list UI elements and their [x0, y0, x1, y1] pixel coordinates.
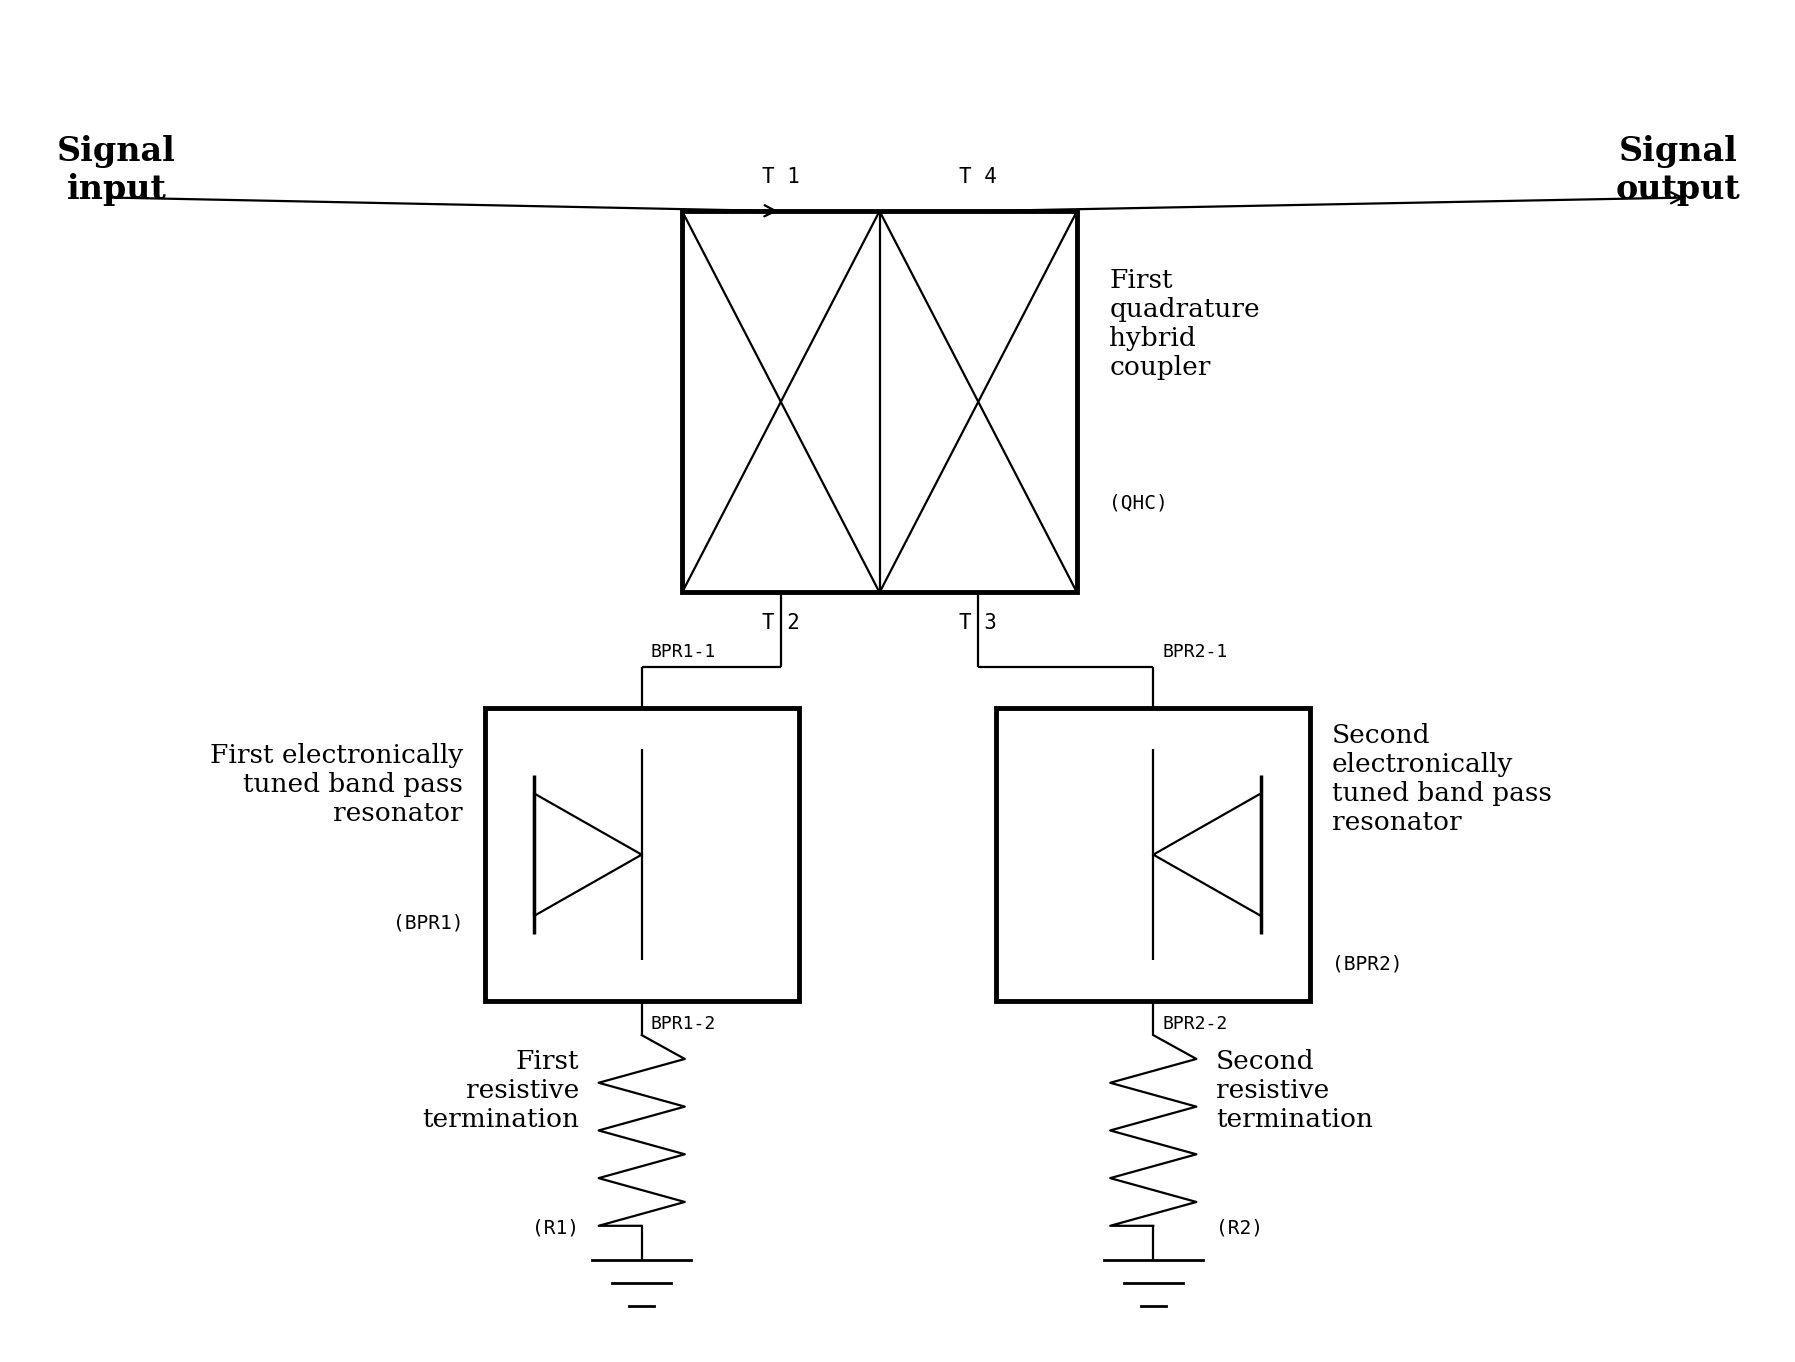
Text: First
resistive
termination: First resistive termination — [422, 1049, 580, 1132]
Text: T 3: T 3 — [959, 613, 998, 633]
Text: (BPR2): (BPR2) — [1332, 955, 1402, 974]
Text: Signal
input: Signal input — [57, 135, 176, 206]
Text: (BPR1): (BPR1) — [393, 914, 463, 933]
Text: BPR1-2: BPR1-2 — [652, 1015, 716, 1032]
Text: First electronically
tuned band pass
resonator: First electronically tuned band pass res… — [210, 744, 463, 827]
Text: Signal
output: Signal output — [1616, 135, 1741, 206]
Text: Second
resistive
termination: Second resistive termination — [1217, 1049, 1373, 1132]
Text: (QHC): (QHC) — [1109, 493, 1169, 512]
Text: (R2): (R2) — [1217, 1219, 1264, 1238]
Text: BPR2-1: BPR2-1 — [1163, 643, 1228, 661]
Bar — [682, 211, 1077, 592]
Text: T 1: T 1 — [761, 166, 801, 187]
Bar — [485, 708, 799, 1001]
Text: (R1): (R1) — [531, 1219, 580, 1238]
Bar — [996, 708, 1310, 1001]
Text: BPR1-1: BPR1-1 — [652, 643, 716, 661]
Text: Second
electronically
tuned band pass
resonator: Second electronically tuned band pass re… — [1332, 723, 1551, 835]
Text: BPR2-2: BPR2-2 — [1163, 1015, 1228, 1032]
Text: T 2: T 2 — [761, 613, 801, 633]
Text: T 4: T 4 — [959, 166, 998, 187]
Text: First
quadrature
hybrid
coupler: First quadrature hybrid coupler — [1109, 268, 1260, 380]
